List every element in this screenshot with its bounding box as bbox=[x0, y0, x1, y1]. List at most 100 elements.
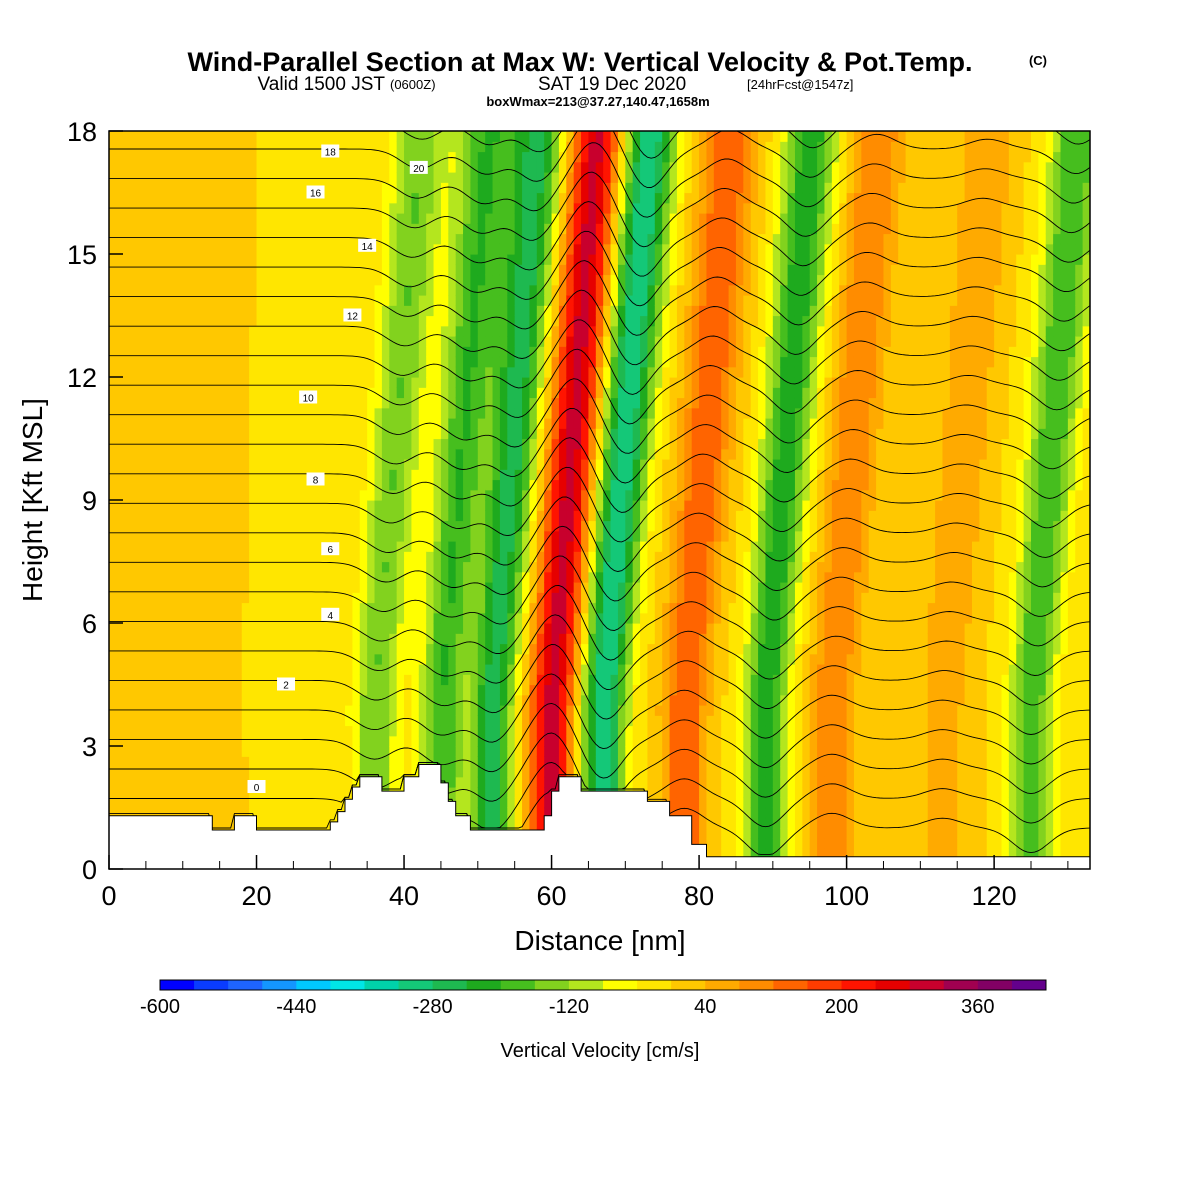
heatmap-cell bbox=[190, 530, 199, 542]
heatmap-cell bbox=[514, 756, 523, 768]
heatmap-cell bbox=[411, 561, 420, 573]
heatmap-cell bbox=[315, 592, 324, 604]
heatmap-cell bbox=[603, 551, 612, 563]
heatmap-cell bbox=[168, 387, 176, 399]
heatmap-cell bbox=[286, 551, 294, 563]
heatmap-cell bbox=[610, 530, 619, 542]
heatmap-cell bbox=[389, 459, 398, 470]
heatmap-cell bbox=[160, 705, 169, 716]
heatmap-cell bbox=[278, 756, 287, 768]
heatmap-cell bbox=[116, 551, 125, 563]
heatmap-cell bbox=[300, 469, 309, 481]
heatmap-cell bbox=[337, 510, 346, 522]
heatmap-cell bbox=[588, 397, 597, 409]
heatmap-cell bbox=[610, 131, 619, 142]
heatmap-cell bbox=[411, 612, 420, 624]
heatmap-cell bbox=[116, 674, 125, 686]
heatmap-cell bbox=[610, 346, 619, 358]
heatmap-cell bbox=[529, 438, 538, 450]
heatmap-cell bbox=[145, 387, 154, 399]
heatmap-cell bbox=[581, 479, 590, 491]
heatmap-cell bbox=[212, 510, 221, 522]
heatmap-cell bbox=[426, 438, 435, 450]
heatmap-cell bbox=[278, 295, 287, 306]
heatmap-cell bbox=[536, 530, 545, 542]
heatmap-cell bbox=[168, 500, 176, 511]
heatmap-cell bbox=[536, 346, 545, 358]
heatmap-cell bbox=[389, 161, 398, 173]
heatmap-cell bbox=[138, 756, 147, 768]
heatmap-cell bbox=[367, 705, 376, 716]
heatmap-cell bbox=[558, 459, 567, 470]
heatmap-cell bbox=[160, 284, 169, 296]
heatmap-cell bbox=[263, 459, 272, 470]
heatmap-cell bbox=[263, 541, 272, 552]
heatmap-cell bbox=[389, 530, 398, 542]
heatmap-cell bbox=[175, 366, 184, 378]
heatmap-cell bbox=[249, 284, 258, 296]
heatmap-cell bbox=[123, 561, 132, 573]
heatmap-cell bbox=[249, 192, 258, 204]
heatmap-cell bbox=[544, 346, 553, 358]
heatmap-cell bbox=[558, 653, 567, 665]
heatmap-cell bbox=[411, 407, 420, 419]
heatmap-cell bbox=[175, 254, 184, 265]
heatmap-cell bbox=[448, 459, 457, 470]
heatmap-cell bbox=[145, 664, 154, 675]
heatmap-cell bbox=[116, 284, 125, 296]
heatmap-cell bbox=[123, 612, 132, 624]
heatmap-cell bbox=[588, 459, 597, 470]
heatmap-cell bbox=[507, 756, 516, 768]
heatmap-cell bbox=[256, 284, 265, 296]
heatmap-cell bbox=[507, 746, 516, 757]
heatmap-cell bbox=[234, 172, 243, 183]
heatmap-cell bbox=[175, 356, 184, 368]
heatmap-cell bbox=[470, 428, 479, 440]
heatmap-cell bbox=[485, 776, 494, 788]
heatmap-cell bbox=[138, 746, 147, 757]
heatmap-cell bbox=[160, 325, 169, 337]
heatmap-cell bbox=[123, 305, 132, 317]
heatmap-cell bbox=[581, 746, 590, 757]
heatmap-cell bbox=[116, 787, 125, 798]
heatmap-cell bbox=[610, 664, 619, 675]
heatmap-cell bbox=[204, 284, 213, 296]
heatmap-cell bbox=[374, 418, 383, 429]
heatmap-cell bbox=[374, 233, 383, 245]
heatmap-cell bbox=[544, 602, 553, 614]
heatmap-cell bbox=[131, 500, 140, 511]
heatmap-cell bbox=[396, 459, 405, 470]
heatmap-cell bbox=[212, 592, 221, 604]
heatmap-cell bbox=[212, 243, 221, 255]
heatmap-cell bbox=[109, 213, 117, 224]
heatmap-cell bbox=[359, 592, 368, 604]
heatmap-cell bbox=[558, 366, 567, 378]
heatmap-cell bbox=[286, 510, 294, 522]
heatmap-cell bbox=[145, 223, 154, 235]
heatmap-cell bbox=[241, 787, 250, 798]
heatmap-cell bbox=[352, 387, 361, 399]
heatmap-cell bbox=[418, 612, 427, 624]
heatmap-cell bbox=[212, 284, 221, 296]
heatmap-cell bbox=[153, 469, 162, 481]
heatmap-cell bbox=[109, 520, 117, 532]
heatmap-cell bbox=[603, 571, 612, 583]
heatmap-cell bbox=[145, 725, 154, 737]
heatmap-cell bbox=[315, 664, 324, 675]
heatmap-cell bbox=[175, 530, 184, 542]
heatmap-cell bbox=[315, 254, 324, 265]
heatmap-cell bbox=[300, 315, 309, 327]
heatmap-cell bbox=[440, 254, 449, 265]
heatmap-cell bbox=[566, 274, 575, 286]
heatmap-cell bbox=[160, 387, 169, 399]
heatmap-cell bbox=[374, 489, 383, 501]
heatmap-cell bbox=[197, 346, 206, 358]
heatmap-cell bbox=[204, 746, 213, 757]
heatmap-cell bbox=[374, 571, 383, 583]
heatmap-cell bbox=[116, 500, 125, 511]
heatmap-cell bbox=[610, 202, 619, 214]
heatmap-cell bbox=[138, 346, 147, 358]
heatmap-cell bbox=[536, 571, 545, 583]
heatmap-cell bbox=[293, 612, 302, 624]
heatmap-cell bbox=[404, 264, 413, 276]
